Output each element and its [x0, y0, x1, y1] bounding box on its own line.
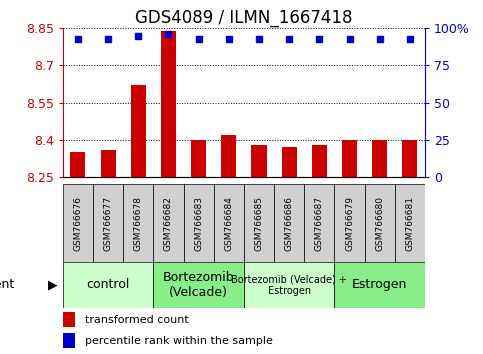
Text: GSM766684: GSM766684	[224, 196, 233, 251]
Bar	[395, 184, 425, 262]
Bar	[63, 262, 154, 308]
Text: Bortezomib (Velcade) +
Estrogen: Bortezomib (Velcade) + Estrogen	[231, 274, 347, 296]
Text: ▶: ▶	[48, 279, 58, 291]
Bar	[131, 85, 146, 177]
Text: GSM766683: GSM766683	[194, 196, 203, 251]
Bar	[342, 140, 357, 177]
Bar	[71, 152, 85, 177]
Bar	[123, 184, 154, 262]
Text: GSM766679: GSM766679	[345, 196, 354, 251]
Bar	[191, 140, 206, 177]
Bar	[63, 184, 93, 262]
Bar	[304, 184, 334, 262]
Bar	[402, 140, 417, 177]
Text: GSM766676: GSM766676	[73, 196, 83, 251]
Bar	[161, 31, 176, 177]
Bar	[252, 145, 267, 177]
Text: GSM766678: GSM766678	[134, 196, 143, 251]
Text: GSM766686: GSM766686	[284, 196, 294, 251]
Bar	[100, 150, 115, 177]
Text: agent: agent	[0, 279, 14, 291]
Text: percentile rank within the sample: percentile rank within the sample	[85, 336, 272, 346]
Bar	[154, 184, 184, 262]
Text: GSM766681: GSM766681	[405, 196, 414, 251]
Bar	[221, 135, 236, 177]
Bar	[365, 184, 395, 262]
Text: Bortezomib
(Velcade): Bortezomib (Velcade)	[163, 271, 234, 299]
Text: GSM766687: GSM766687	[315, 196, 324, 251]
Bar	[372, 140, 387, 177]
Title: GDS4089 / ILMN_1667418: GDS4089 / ILMN_1667418	[135, 9, 353, 27]
Bar	[213, 184, 244, 262]
Bar	[244, 262, 334, 308]
Bar	[334, 184, 365, 262]
Bar	[282, 147, 297, 177]
Bar	[334, 262, 425, 308]
Bar	[312, 145, 327, 177]
Bar	[63, 333, 75, 348]
Text: GSM766677: GSM766677	[103, 196, 113, 251]
Text: GSM766685: GSM766685	[255, 196, 264, 251]
Text: Estrogen: Estrogen	[352, 279, 408, 291]
Text: control: control	[86, 279, 130, 291]
Bar	[274, 184, 304, 262]
Text: GSM766680: GSM766680	[375, 196, 384, 251]
Text: GSM766682: GSM766682	[164, 196, 173, 251]
Bar	[63, 312, 75, 327]
Bar	[93, 184, 123, 262]
Bar	[154, 262, 244, 308]
Bar	[244, 184, 274, 262]
Bar	[184, 184, 213, 262]
Text: transformed count: transformed count	[85, 315, 188, 325]
